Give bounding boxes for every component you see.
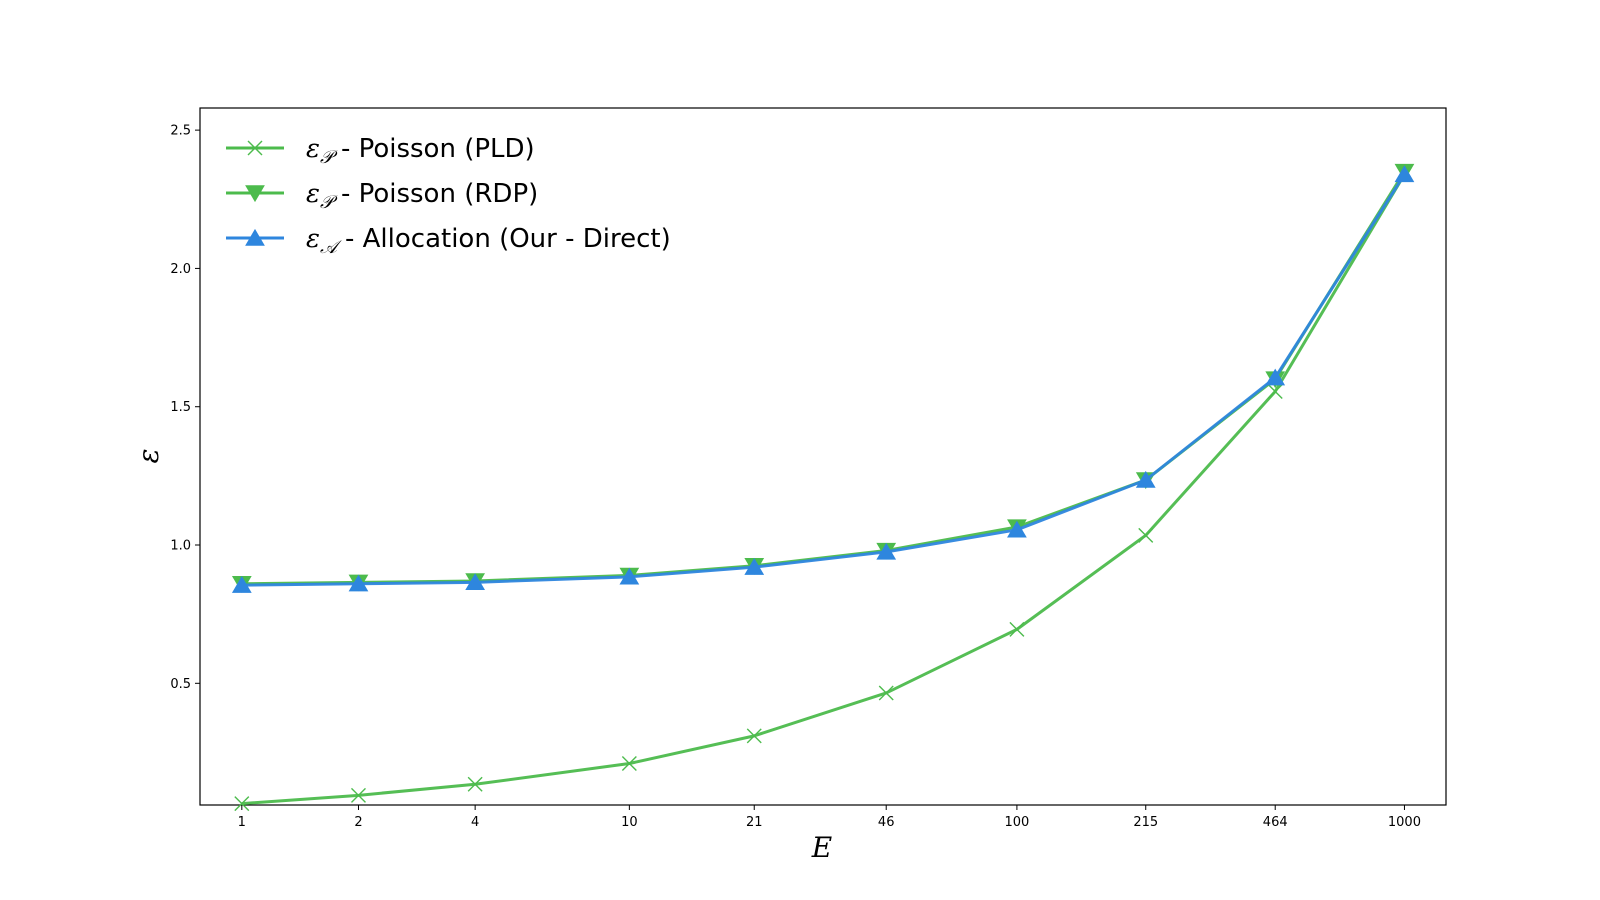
data-point [744, 558, 765, 575]
x-tick-label: 21 [746, 815, 763, 830]
legend-entry-2: ε𝒫 - Poisson (RDP) [226, 179, 538, 213]
legend: ε𝒫 - Poisson (PLD)ε𝒫 - Poisson (RDP)ε𝒜 - Al… [226, 134, 671, 258]
y-tick-label: 0.5 [170, 677, 191, 692]
y-tick-label: 1.0 [170, 539, 191, 554]
data-point [621, 756, 637, 772]
legend-marker [247, 140, 263, 156]
y-axis-ticks: 0.5 1.0 1.5 2.0 2.5 [170, 124, 200, 692]
legend-label: ε𝒫 - Poisson (PLD) [306, 134, 535, 168]
x-tick-label: 4 [471, 815, 479, 830]
data-point [1135, 470, 1156, 488]
data-point [746, 728, 762, 744]
plot-frame [199, 107, 1447, 806]
legend-subscript: 𝒫 [320, 192, 338, 213]
data-point [1394, 165, 1415, 183]
x-marker-stroke [467, 776, 483, 792]
x-tick-label: 10 [621, 815, 638, 830]
series-line [241, 173, 1406, 587]
data-point [1009, 621, 1025, 637]
legend-name: - Allocation (Our - Direct) [345, 224, 671, 254]
legend-entry-3: ε𝒜 - Allocation (Our - Direct) [226, 224, 671, 258]
x-marker-stroke [1009, 621, 1025, 637]
x-tick-label: 1 [238, 815, 246, 830]
series-3 [231, 165, 1415, 593]
x-marker-stroke [1138, 527, 1154, 543]
x-axis-ticks: 1 2 4 10 21 46 100 215 464 1000 [238, 805, 1421, 830]
data-point [1138, 527, 1154, 543]
x-tick-label: 215 [1133, 815, 1158, 830]
data-point [878, 685, 894, 701]
data-point [619, 567, 640, 585]
y-tick-label: 1.5 [170, 400, 191, 415]
x-axis-label: E [811, 831, 832, 864]
x-tick-label: 46 [878, 815, 895, 830]
x-tick-label: 1000 [1388, 815, 1421, 830]
y-tick-label: 2.0 [170, 262, 191, 277]
x-marker-stroke [350, 787, 366, 803]
data-point [876, 542, 897, 560]
data-point [234, 796, 250, 812]
x-marker-stroke [621, 756, 637, 772]
y-tick-label: 2.5 [170, 124, 191, 139]
legend-symbol: ε [306, 224, 320, 254]
legend-subscript: 𝒜 [320, 237, 342, 258]
series-layer [231, 163, 1415, 812]
legend-label: ε𝒜 - Allocation (Our - Direct) [306, 224, 671, 258]
series-line [241, 173, 1406, 806]
data-point [1265, 368, 1286, 386]
data-point [350, 787, 366, 803]
legend-entry-1: ε𝒫 - Poisson (PLD) [226, 134, 535, 168]
legend-subscript: 𝒫 [320, 147, 338, 168]
x-tick-label: 2 [354, 815, 362, 830]
legend-symbol: ε [306, 134, 320, 164]
legend-name: - Poisson (RDP) [341, 179, 538, 209]
data-point [231, 576, 252, 593]
data-point [1007, 520, 1027, 538]
x-marker-stroke [878, 685, 894, 701]
data-point [467, 776, 483, 792]
data-point [465, 573, 486, 591]
legend-label: ε𝒫 - Poisson (RDP) [306, 179, 538, 213]
data-point [1267, 384, 1283, 399]
x-tick-label: 464 [1263, 815, 1288, 830]
x-tick-label: 100 [1004, 815, 1029, 830]
legend-name: - Poisson (PLD) [341, 134, 535, 164]
legend-marker [245, 185, 265, 203]
legend-marker [245, 228, 265, 246]
data-point [348, 574, 369, 592]
series-1 [234, 166, 1412, 812]
x-marker-stroke [247, 140, 263, 156]
legend-symbol: ε [306, 179, 320, 209]
y-axis-label: ε [132, 448, 165, 463]
x-marker-stroke [1267, 384, 1283, 399]
x-marker-stroke [746, 728, 762, 744]
x-marker-stroke [234, 796, 250, 812]
